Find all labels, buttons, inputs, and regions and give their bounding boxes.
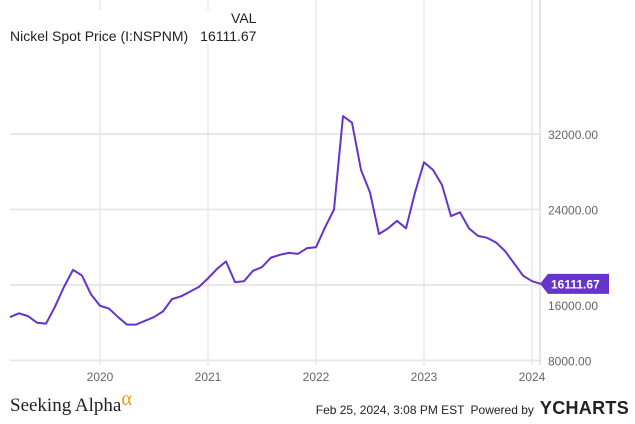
series-value: 16111.67 [200,28,257,44]
value-column-header: VAL [231,10,257,26]
header-spacer [10,10,188,26]
chart-header: VAL Nickel Spot Price (I:NSPNM) 16111.67 [10,10,257,44]
ycharts-logo: YCHARTS [539,398,629,418]
footer-credits: Feb 25, 2024, 3:08 PM EST Powered by YCH… [316,398,629,419]
x-tick-label: 2020 [87,370,114,384]
last-value-tag [540,273,609,294]
series-line [9,115,542,326]
x-tick-label: 2021 [195,370,222,384]
seeking-alpha-logo: Seeking Alphaα [10,388,132,416]
powered-by: Powered by [470,403,534,417]
timestamp: Feb 25, 2024, 3:08 PM EST [315,403,465,417]
series-name: Nickel Spot Price (I:NSPNM) [10,28,189,44]
last-value-label: 16111.67 [551,277,600,291]
x-tick-label: 2022 [303,370,330,384]
x-tick-label: 2024 [519,370,546,384]
y-tick-label: 8000.00 [548,354,592,368]
x-tick-label: 2023 [411,370,438,384]
y-tick-label: 32000.00 [548,128,598,142]
y-tick-label: 24000.00 [548,203,598,217]
y-tick-label: 16000.00 [548,299,598,313]
